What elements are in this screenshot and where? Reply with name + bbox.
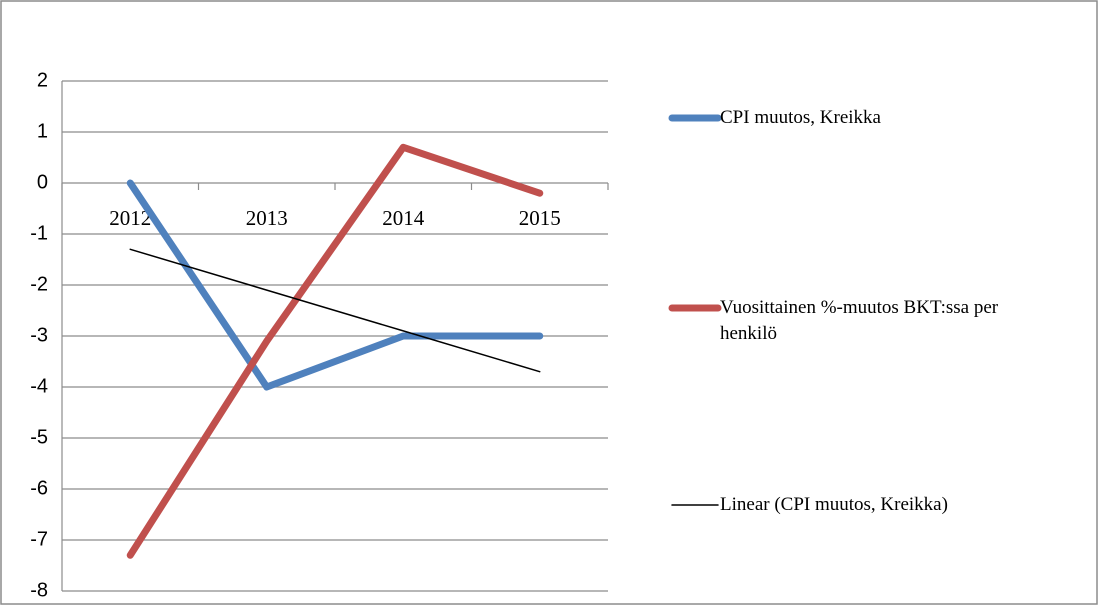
legend-label: Linear (CPI muutos, Kreikka)	[720, 494, 948, 515]
y-tick-label: -7	[30, 528, 48, 550]
y-tick-label: -1	[30, 222, 48, 244]
y-tick-label: -4	[30, 375, 48, 397]
y-tick-label: -6	[30, 477, 48, 499]
y-tick-label: -3	[30, 324, 48, 346]
y-tick-label: -2	[30, 273, 48, 295]
y-tick-label: 0	[37, 171, 48, 193]
y-tick-label: -8	[30, 579, 48, 601]
y-tick-label: -5	[30, 426, 48, 448]
x-tick-label: 2013	[246, 206, 288, 230]
series-line	[126, 179, 544, 391]
legend-label: CPI muutos, Kreikka	[720, 107, 881, 128]
legend-label: Vuosittainen %-muutos BKT:ssa per henkil…	[720, 297, 999, 344]
x-tick-label: 2014	[382, 206, 425, 230]
series-line	[129, 248, 541, 373]
series-line	[126, 143, 544, 559]
y-tick-label: 2	[37, 69, 48, 91]
x-tick-label: 2015	[519, 206, 561, 230]
y-tick-label: 1	[37, 120, 48, 142]
